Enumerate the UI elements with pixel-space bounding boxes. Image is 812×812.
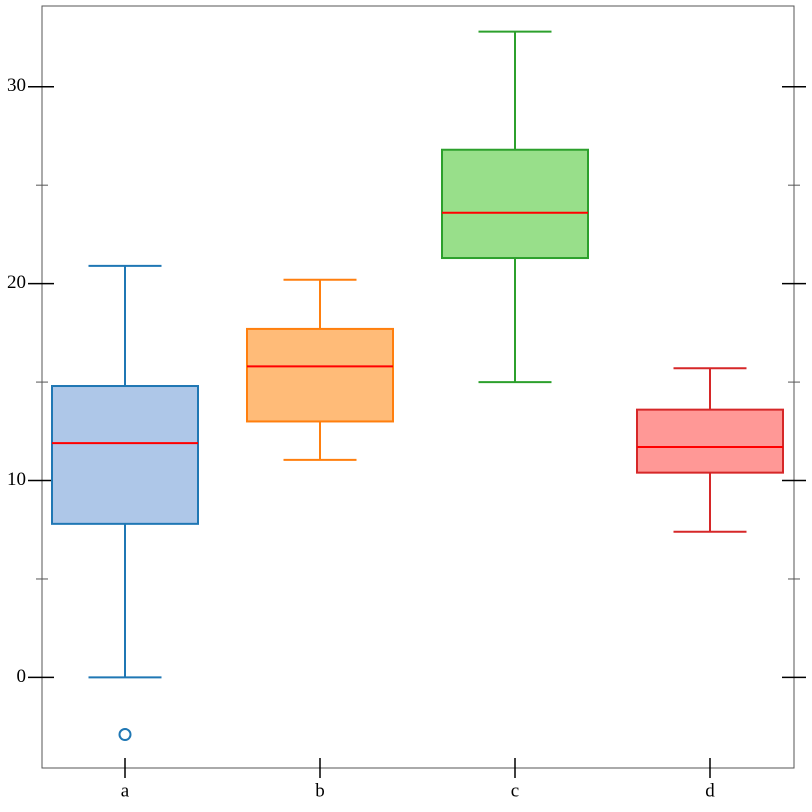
x-tick-label: a: [121, 780, 130, 801]
box: [441, 148, 589, 260]
box: [636, 408, 784, 474]
x-tick-label: d: [705, 780, 715, 801]
y-tick-label: 20: [7, 272, 26, 293]
box: [246, 327, 394, 423]
box: [51, 385, 199, 525]
x-tick-label: b: [315, 780, 325, 801]
plot-frame: [41, 5, 795, 769]
y-tick-label: 10: [7, 469, 26, 490]
flier: [118, 728, 132, 742]
x-tick-label: c: [511, 780, 519, 801]
y-tick-label: 30: [7, 75, 26, 96]
y-tick-label: 0: [17, 666, 27, 687]
